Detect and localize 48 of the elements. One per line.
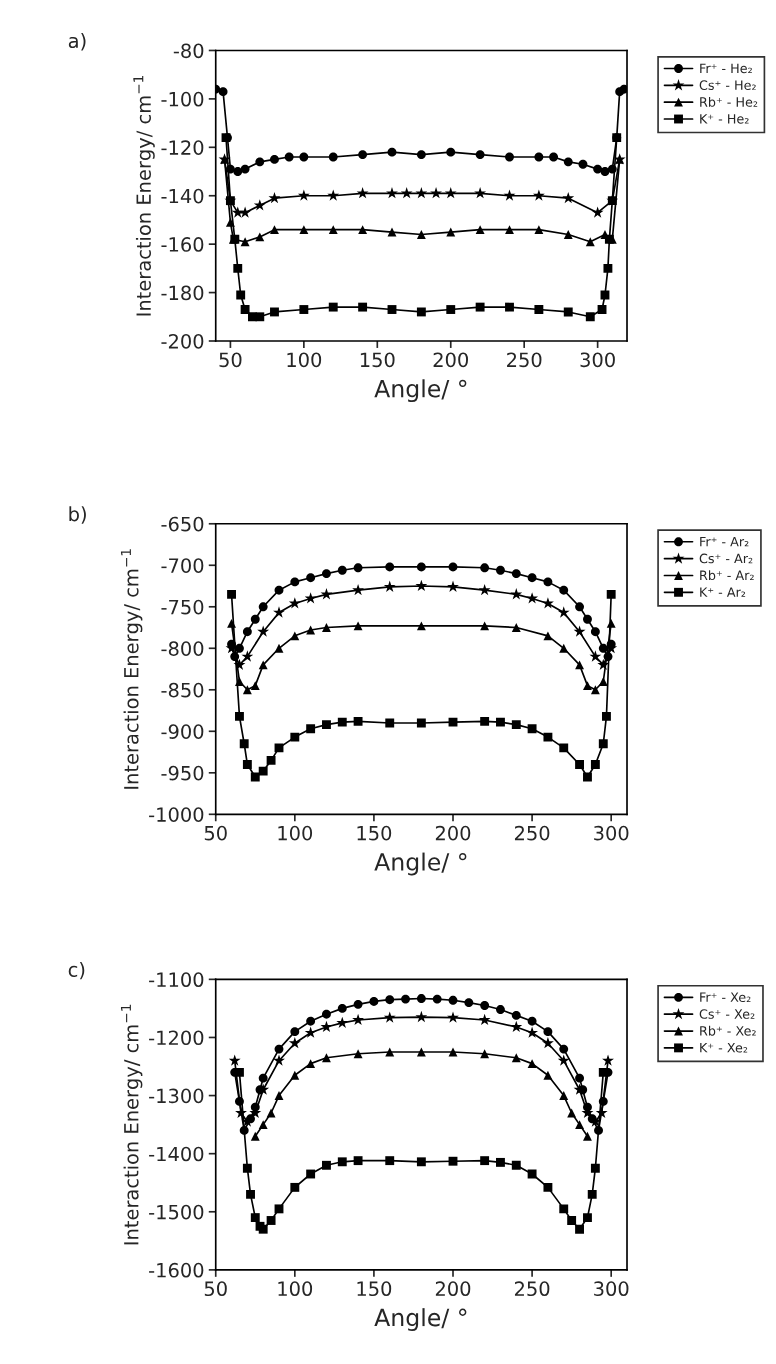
y-tick-label: -850 (161, 682, 204, 698)
y-tick-label: -120 (161, 140, 204, 155)
y-tick-label: -200 (161, 333, 204, 349)
x-tick-label: 150 (360, 352, 395, 368)
x-tick-label: 300 (594, 825, 629, 841)
y-tick-label: -80 (173, 43, 204, 59)
y-tick-label: -100 (161, 91, 204, 107)
y-tick-label: -750 (161, 599, 204, 615)
x-tick-label: 300 (580, 352, 615, 368)
y-tick-label: -160 (161, 237, 204, 252)
y-tick-label: -700 (161, 558, 204, 573)
y-tick-label: -1600 (149, 1262, 204, 1278)
y-tick-label: -1200 (149, 1030, 204, 1046)
chart-title: b) (69, 506, 86, 524)
x-tick-label: 250 (507, 352, 542, 368)
y-tick-label: -1400 (149, 1146, 204, 1162)
x-axis-title: Angle/ ° (374, 1308, 467, 1331)
x-tick-label: 50 (219, 352, 242, 368)
x-tick-label: 250 (514, 825, 550, 841)
y-tick-label: -650 (161, 516, 204, 532)
y-tick-label: -1300 (149, 1088, 204, 1104)
y-axis-title: Interaction Energy/ cm$^{−1}$ (120, 1004, 143, 1245)
y-axis-title: Interaction Energy/ cm$^{−1}$ (120, 549, 143, 789)
y-tick-label: -950 (161, 765, 204, 781)
x-tick-label: 200 (433, 352, 469, 368)
chart-title: a) (68, 33, 86, 51)
y-tick-label: -800 (161, 641, 204, 656)
x-tick-label: 100 (278, 1281, 313, 1297)
x-tick-label: 150 (357, 825, 392, 841)
y-tick-label: -140 (161, 188, 204, 204)
x-tick-label: 300 (594, 1281, 629, 1297)
y-tick-label: -1100 (149, 972, 204, 988)
chart-title: c) (68, 961, 85, 980)
x-tick-label: 100 (278, 825, 313, 841)
x-tick-label: 100 (287, 352, 322, 368)
x-tick-label: 150 (357, 1281, 392, 1297)
x-tick-label: 200 (435, 1281, 471, 1297)
x-axis-title: Angle/ ° (374, 852, 467, 876)
x-tick-label: 50 (204, 825, 227, 841)
x-tick-label: 200 (435, 825, 471, 841)
x-tick-label: 50 (204, 1281, 227, 1297)
x-tick-label: 250 (514, 1281, 550, 1297)
y-axis-title: Interaction Energy/ cm$^{−1}$ (133, 75, 155, 316)
y-tick-label: -1000 (149, 807, 204, 822)
y-tick-label: -900 (161, 724, 204, 739)
x-axis-title: Angle/ ° (374, 379, 467, 403)
y-tick-label: -180 (161, 285, 204, 301)
y-tick-label: -1500 (149, 1204, 204, 1220)
